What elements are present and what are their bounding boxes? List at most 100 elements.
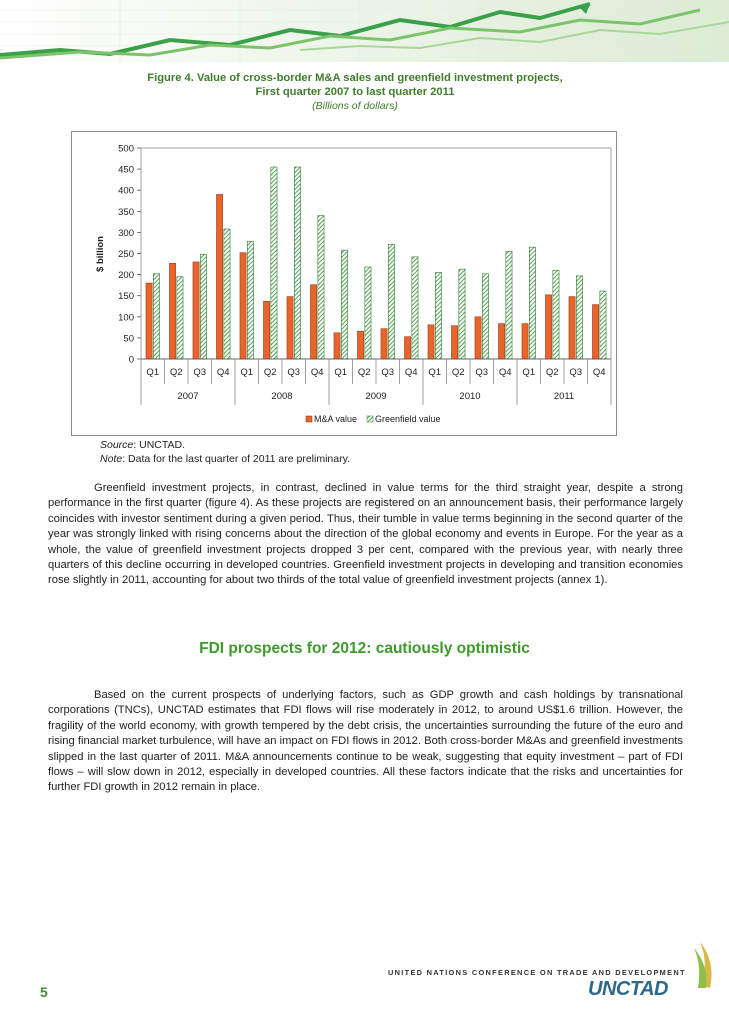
y-tick-label: 50: [123, 333, 134, 344]
legend-swatch-ma: [305, 415, 313, 423]
bar-ma: [169, 262, 176, 360]
bar-greenfield: [388, 243, 395, 360]
x-tick-label: Q3: [569, 367, 582, 378]
bar-greenfield: [317, 215, 325, 360]
bar-greenfield: [270, 166, 278, 360]
source-line: Source: UNCTAD.: [100, 439, 185, 451]
bar-greenfield: [458, 268, 466, 360]
paragraph-greenfield: Greenfield investment projects, in contr…: [48, 481, 683, 589]
y-tick-label: 350: [118, 207, 134, 218]
bar-greenfield: [153, 273, 160, 360]
year-label: 2011: [554, 391, 574, 402]
note-label: Note: [100, 453, 123, 465]
bar-greenfield: [364, 266, 372, 360]
bar-greenfield: [200, 254, 207, 360]
bar-greenfield: [341, 249, 348, 360]
x-tick-label: Q1: [146, 367, 159, 378]
figure-title: Figure 4. Value of cross-border M&A sale…: [60, 72, 650, 99]
x-tick-label: Q2: [264, 367, 277, 378]
figure-title-line2: First quarter 2007 to last quarter 2011: [255, 85, 455, 98]
year-label: 2010: [459, 391, 480, 402]
bar-ma: [310, 284, 317, 360]
bar-ma: [404, 336, 411, 360]
y-tick-label: 150: [118, 291, 134, 302]
y-tick-label: 0: [129, 355, 134, 366]
section-heading: FDI prospects for 2012: cautiously optim…: [199, 640, 530, 657]
bar-ma: [568, 296, 576, 360]
x-tick-label: Q2: [452, 367, 465, 378]
bar-greenfield: [552, 270, 560, 360]
bar-greenfield: [247, 240, 254, 360]
bar-ma: [427, 324, 435, 360]
x-tick-label: Q2: [358, 367, 371, 378]
bar-greenfield: [599, 290, 607, 360]
y-tick-label: 200: [118, 270, 134, 281]
bar-ma: [192, 261, 200, 360]
bar-ma: [380, 328, 388, 360]
header-banner: [0, 0, 729, 62]
bar-greenfield: [176, 276, 184, 360]
bar-greenfield: [223, 228, 231, 360]
bar-ma: [474, 316, 482, 360]
legend-swatch-greenfield: [366, 415, 374, 423]
legend-label-ma: M&A value: [314, 414, 357, 424]
x-tick-label: Q2: [170, 367, 183, 378]
y-tick-label: 400: [118, 186, 134, 197]
chart-frame: [71, 131, 617, 436]
year-label: 2009: [365, 391, 386, 402]
x-tick-label: Q1: [428, 367, 441, 378]
y-tick-label: 100: [118, 312, 134, 323]
bar-ma: [286, 296, 294, 360]
unctad-logo: UNCTAD: [588, 978, 668, 1000]
bar-ma: [592, 304, 599, 360]
y-tick-label: 300: [118, 228, 134, 239]
x-tick-label: Q1: [240, 367, 253, 378]
page-number: 5: [40, 984, 48, 1000]
source-text: : UNCTAD.: [133, 439, 186, 451]
bar-ma: [263, 300, 270, 360]
figure-title-line1: Figure 4. Value of cross-border M&A sale…: [147, 72, 563, 84]
year-label: 2008: [271, 391, 292, 402]
bar-greenfield: [529, 246, 536, 360]
logo-swoosh-icon: [694, 942, 712, 988]
bar-greenfield: [294, 166, 301, 360]
paragraph-2-text: Based on the current prospects of underl…: [48, 689, 683, 794]
note-line: Note: Data for the last quarter of 2011 …: [100, 453, 350, 465]
bar-chart: 0 50 100 150 200 250 300 350 400 450 500 $ billion Q…: [95, 144, 612, 424]
x-tick-label: Q3: [193, 367, 206, 378]
x-tick-label: Q3: [287, 367, 300, 378]
y-tick-label: 450: [118, 165, 134, 176]
bar-ma: [239, 252, 247, 360]
bar-ma: [521, 323, 529, 360]
x-tick-label: Q2: [546, 367, 559, 378]
y-tick-label: 500: [118, 144, 134, 155]
x-tick-label: Q3: [475, 367, 488, 378]
bar-ma: [333, 332, 341, 360]
x-tick-label: Q4: [217, 367, 230, 378]
y-tick-label: 250: [118, 249, 134, 260]
x-tick-label: Q1: [334, 367, 347, 378]
x-tick-label: Q1: [522, 367, 535, 378]
bar-greenfield: [505, 251, 513, 360]
legend-label-greenfield: Greenfield value: [375, 414, 441, 424]
bar-ma: [216, 194, 223, 360]
x-tick-label: Q3: [381, 367, 394, 378]
bar-greenfield: [435, 272, 442, 360]
x-tick-label: Q4: [405, 367, 418, 378]
bar-ma: [357, 330, 364, 360]
footer-org-name: UNITED NATIONS CONFERENCE ON TRADE AND D…: [388, 968, 686, 977]
bar-ma: [451, 325, 458, 360]
x-tick-label: Q4: [593, 367, 606, 378]
x-tick-label: Q4: [311, 367, 324, 378]
bar-ma: [498, 323, 505, 360]
plot-area: [140, 147, 612, 360]
bar-ma: [545, 294, 552, 360]
x-tick-label: Q4: [499, 367, 512, 378]
bar-greenfield: [482, 273, 489, 360]
note-text: : Data for the last quarter of 2011 are …: [122, 453, 350, 465]
bar-greenfield: [411, 256, 419, 360]
bar-greenfield: [576, 275, 583, 360]
y-axis-label: $ billion: [95, 236, 106, 272]
bar-ma: [145, 282, 153, 360]
year-label: 2007: [177, 391, 198, 402]
